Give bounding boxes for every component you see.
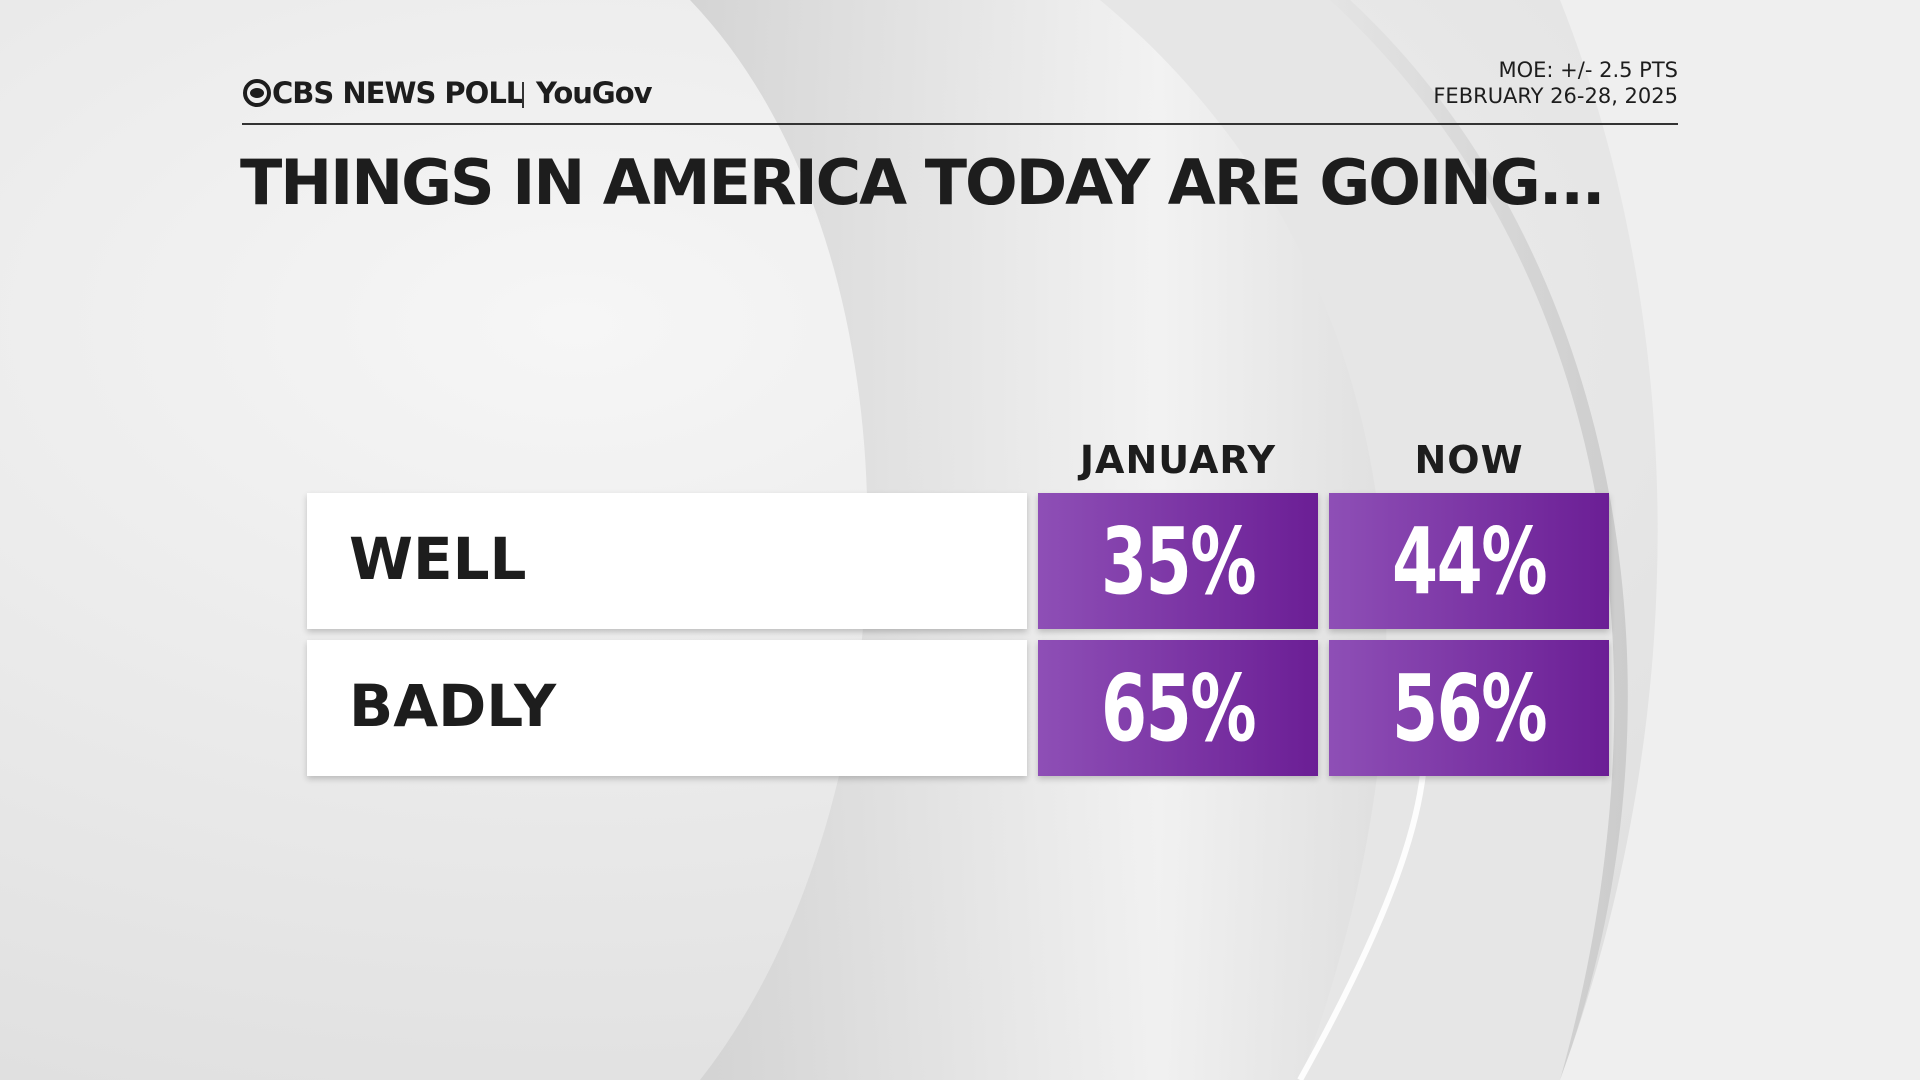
value-cell: 44%: [1329, 493, 1609, 629]
value-cell: 35%: [1038, 493, 1318, 629]
dates: FEBRUARY 26-28, 2025: [1433, 84, 1678, 108]
row-label-text: BADLY: [349, 672, 557, 740]
row-label: BADLY: [307, 640, 1027, 776]
column-header: NOW: [1414, 438, 1524, 482]
brand: CBS NEWS POLL: [272, 76, 524, 110]
value-cell: 65%: [1038, 640, 1318, 776]
rule: [242, 123, 1678, 125]
partner: YouGov: [536, 76, 653, 110]
row-label-text: WELL: [349, 525, 527, 593]
value-text: 65%: [1100, 654, 1257, 762]
value-text: 35%: [1100, 507, 1257, 615]
separator: [522, 82, 524, 108]
value-text: 44%: [1391, 507, 1548, 615]
title: THINGS IN AMERICA TODAY ARE GOING...: [240, 146, 1605, 219]
row-label: WELL: [307, 493, 1027, 629]
moe: MOE: +/- 2.5 PTS: [1498, 58, 1678, 82]
value-text: 56%: [1391, 654, 1548, 762]
value-cell: 56%: [1329, 640, 1609, 776]
column-header: JANUARY: [1079, 438, 1277, 482]
